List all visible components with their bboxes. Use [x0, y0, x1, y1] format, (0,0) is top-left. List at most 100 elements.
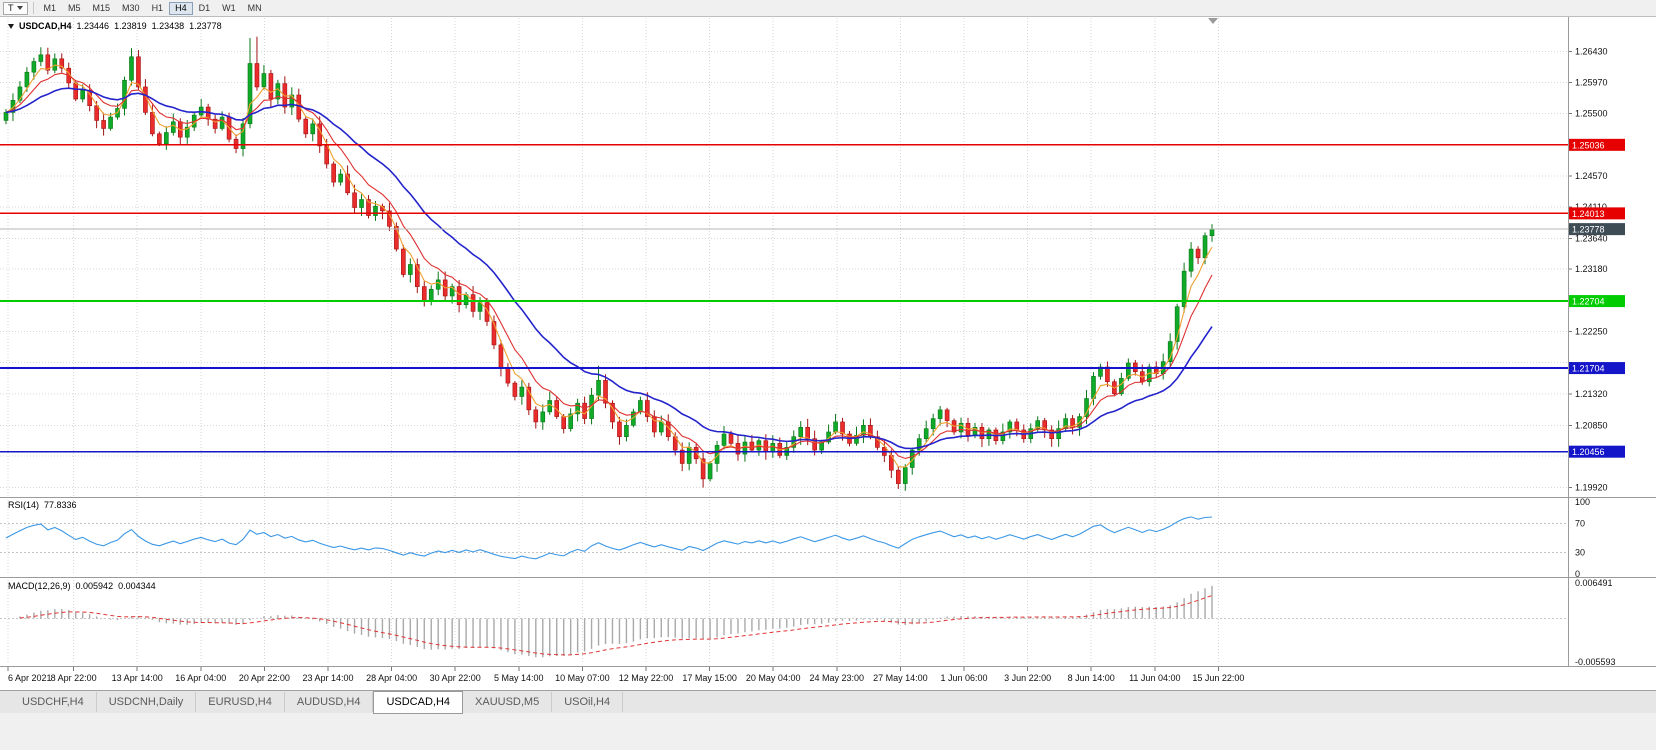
candle-body	[164, 132, 169, 145]
candle-body	[568, 413, 573, 429]
candle-body	[812, 438, 817, 451]
candle-body	[247, 63, 253, 125]
candle-body	[491, 321, 497, 346]
candle-body	[254, 63, 260, 88]
timeframe-h4-button[interactable]: H4	[169, 1, 193, 15]
price-tick-label: 1.20850	[1575, 420, 1608, 430]
price-tick-label: 1.22250	[1575, 326, 1608, 336]
time-axis-label: 20 Apr 22:00	[239, 673, 290, 683]
candle-body	[519, 386, 525, 397]
candle-body	[310, 123, 316, 135]
candle-body	[875, 436, 880, 448]
time-axis-label: 6 Apr 2021	[8, 673, 52, 683]
candle-body	[1098, 366, 1103, 377]
rsi-tick-label: 30	[1575, 547, 1585, 557]
time-axis-label: 3 Jun 22:00	[1004, 673, 1051, 683]
timeframe-m5-button[interactable]: M5	[62, 2, 87, 15]
price-level-badge	[1569, 445, 1625, 458]
candle-body	[721, 433, 727, 446]
candle-body	[414, 264, 420, 287]
time-axis-label: 13 Apr 14:00	[112, 673, 163, 683]
candle-body	[805, 426, 810, 439]
rsi-indicator-value: 77.8336	[44, 500, 77, 510]
timeframe-m1-button[interactable]: M1	[38, 2, 63, 15]
candle-body	[763, 440, 769, 453]
tab-usdcad-h4[interactable]: USDCAD,H4	[373, 690, 464, 714]
candle-body	[24, 71, 30, 88]
price-level-badge	[1569, 295, 1625, 308]
candle-body	[923, 428, 929, 439]
current-price-badge-label: 1.23778	[1572, 225, 1605, 235]
tab-eurusd-h4[interactable]: EURUSD,H4	[196, 692, 285, 712]
candle-body	[617, 421, 622, 437]
time-axis-label: 1 Jun 06:00	[940, 673, 987, 683]
candle-body	[700, 458, 706, 480]
chart-tab-bar: USDCHF,H4 USDCNH,Daily EURUSD,H4 AUDUSD,…	[0, 690, 1656, 714]
tab-usdcnh-daily[interactable]: USDCNH,Daily	[97, 692, 197, 712]
candle-body	[512, 382, 518, 397]
ohlc-open: 1.23446	[76, 21, 110, 31]
chart-type-button[interactable]: T	[3, 1, 28, 15]
candle-body	[1188, 248, 1194, 272]
time-axis-label: 16 Apr 04:00	[175, 673, 226, 683]
candle-body	[31, 61, 37, 73]
timeframe-w1-button[interactable]: W1	[216, 2, 242, 15]
price-level-badge-label: 1.25036	[1572, 140, 1605, 150]
candle-body	[345, 173, 350, 194]
candle-body	[854, 435, 859, 444]
candle-body	[359, 199, 364, 208]
candle-body	[401, 248, 406, 275]
time-axis-label: 15 Jun 22:00	[1192, 673, 1244, 683]
candle-body	[1119, 378, 1124, 395]
price-tick-label: 1.25970	[1575, 77, 1608, 87]
tab-xauusd-m5[interactable]: XAUUSD,M5	[463, 692, 553, 712]
timeframe-m30-button[interactable]: M30	[116, 2, 146, 15]
candle-body	[233, 138, 239, 149]
candle-body	[373, 205, 378, 216]
price-tick-label: 1.23180	[1575, 264, 1608, 274]
ma-line-slow	[5, 87, 1213, 450]
candle-body	[477, 302, 483, 312]
macd-indicator-name: MACD(12,26,9)	[8, 581, 71, 591]
time-axis-label: 12 May 22:00	[619, 673, 674, 683]
macd-indicator-signal: 0.004344	[118, 581, 156, 591]
price-level-badge-label: 1.22704	[1572, 297, 1605, 307]
chart-shift-marker-icon[interactable]	[1208, 18, 1218, 24]
candle-body	[645, 400, 650, 417]
collapse-triangle-icon[interactable]	[8, 23, 14, 29]
timeframe-m15-button[interactable]: M15	[87, 2, 117, 15]
time-axis-label: 24 May 23:00	[810, 673, 865, 683]
tab-usdchf-h4[interactable]: USDCHF,H4	[10, 692, 97, 712]
candle-body	[1181, 270, 1187, 307]
candle-body	[958, 422, 964, 433]
timeframe-h1-button[interactable]: H1	[146, 2, 170, 15]
time-axis-label: 5 May 14:00	[494, 673, 544, 683]
candle-body	[1042, 420, 1047, 431]
tab-usoil-h4[interactable]: USOil,H4	[552, 692, 624, 712]
candle-body	[17, 86, 23, 101]
timeframe-mn-button[interactable]: MN	[242, 2, 268, 15]
candle-body	[1195, 248, 1201, 259]
timeframe-d1-button[interactable]: D1	[193, 2, 217, 15]
candle-body	[394, 226, 399, 250]
candle-body	[435, 279, 441, 290]
time-axis-label: 28 Apr 04:00	[366, 673, 417, 683]
candle-body	[575, 402, 580, 415]
tab-audusd-h4[interactable]: AUDUSD,H4	[285, 692, 374, 712]
candle-body	[770, 443, 776, 453]
candle-body	[157, 133, 162, 145]
candle-body	[658, 421, 664, 433]
candle-body	[679, 449, 685, 464]
price-tick-label: 1.25500	[1575, 109, 1608, 119]
candle-body	[1084, 398, 1089, 417]
candle-body	[1174, 306, 1180, 342]
candle-body	[728, 433, 734, 444]
ma-line-medium	[5, 72, 1213, 460]
candle-body	[561, 416, 566, 429]
candle-body	[108, 116, 113, 129]
candle-body	[638, 400, 643, 413]
toolbar-separator	[32, 2, 34, 14]
candle-body	[456, 286, 462, 305]
